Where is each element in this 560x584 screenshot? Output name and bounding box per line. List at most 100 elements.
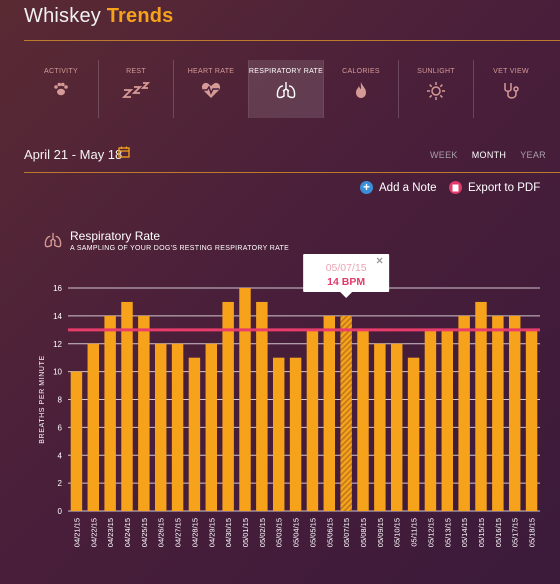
x-tick-label: 04/24/15 xyxy=(123,518,132,547)
bar[interactable] xyxy=(138,315,150,511)
bar[interactable] xyxy=(424,329,437,511)
x-tick-label: 04/21/15 xyxy=(72,518,81,547)
bar[interactable] xyxy=(441,329,454,511)
tab-divider xyxy=(173,60,174,118)
view-year[interactable]: YEAR xyxy=(520,150,546,160)
bar[interactable] xyxy=(492,315,504,511)
export-pdf-button[interactable]: Export to PDF xyxy=(449,181,540,194)
bar[interactable] xyxy=(458,315,470,511)
bar[interactable] xyxy=(289,357,302,511)
tab-label: ACTIVITY xyxy=(44,68,78,75)
tab-sunlight[interactable]: SUNLIGHT xyxy=(399,60,473,118)
tab-vet-view[interactable]: VET VIEW xyxy=(474,60,548,118)
bar[interactable] xyxy=(475,301,487,511)
bar[interactable] xyxy=(70,371,83,511)
x-tick-label: 05/17/15 xyxy=(511,518,520,547)
x-tick-label: 05/16/15 xyxy=(494,518,503,547)
add-note-button[interactable]: + Add a Note xyxy=(360,181,437,194)
toolbar-divider xyxy=(24,172,560,173)
bar[interactable] xyxy=(508,315,521,511)
tooltip xyxy=(303,254,390,292)
x-tick-label: 05/13/15 xyxy=(443,518,452,547)
tab-divider xyxy=(398,60,399,118)
tab-label: SUNLIGHT xyxy=(417,68,455,75)
x-tick-label: 05/01/15 xyxy=(241,518,250,547)
y-tick-label: 12 xyxy=(53,340,62,349)
bar[interactable] xyxy=(171,343,184,511)
tab-respiratory-rate[interactable]: RESPIRATORY RATE xyxy=(249,60,323,118)
bar[interactable] xyxy=(390,343,403,511)
x-tick-label: 04/28/15 xyxy=(190,518,199,547)
flame-icon xyxy=(356,82,366,98)
sun-icon xyxy=(427,82,445,100)
tab-divider xyxy=(248,60,249,118)
page-title: Trends xyxy=(106,5,174,27)
bar[interactable] xyxy=(87,343,100,511)
bar[interactable] xyxy=(239,288,251,511)
x-tick-label: 05/14/15 xyxy=(460,518,469,547)
view-week[interactable]: WEEK xyxy=(430,150,458,160)
x-tick-label: 04/26/15 xyxy=(157,518,166,547)
x-tick-label: 04/27/15 xyxy=(174,518,183,547)
bar[interactable] xyxy=(374,343,386,511)
close-icon[interactable] xyxy=(376,257,383,264)
tooltip-date: 05/07/15 xyxy=(326,262,367,274)
y-tick-label: 6 xyxy=(58,423,63,432)
y-tick-label: 8 xyxy=(58,396,63,405)
view-month[interactable]: MONTH xyxy=(471,150,507,160)
tab-label: CALORIES xyxy=(342,68,380,75)
paw-icon xyxy=(54,82,68,96)
bar[interactable] xyxy=(323,315,336,511)
x-tick-label: 05/03/15 xyxy=(275,518,284,547)
header-divider xyxy=(24,40,560,41)
chart-title: Respiratory Rate xyxy=(70,229,161,243)
tab-label: VET VIEW xyxy=(493,68,529,75)
view-toggle: WEEK MONTH YEAR xyxy=(430,150,546,160)
heart-rate-icon xyxy=(201,82,221,98)
pdf-icon xyxy=(449,181,462,194)
tab-divider xyxy=(98,60,99,118)
lungs-icon xyxy=(44,232,62,248)
bar[interactable] xyxy=(121,301,133,511)
bar[interactable] xyxy=(357,329,369,511)
y-tick-label: 4 xyxy=(58,451,63,460)
bar[interactable] xyxy=(154,343,167,511)
tab-label: RESPIRATORY RATE xyxy=(248,68,324,75)
bar[interactable] xyxy=(340,315,352,511)
y-tick-label: 16 xyxy=(53,284,62,293)
bar[interactable] xyxy=(272,357,285,511)
tab-divider xyxy=(323,60,324,118)
plus-icon: + xyxy=(360,181,373,194)
lungs-icon xyxy=(276,82,296,99)
tab-activity[interactable]: ACTIVITY xyxy=(24,60,98,118)
bar[interactable] xyxy=(188,357,201,511)
export-pdf-label: Export to PDF xyxy=(468,181,541,194)
tooltip-value: 14 BPM xyxy=(327,276,365,288)
bar[interactable] xyxy=(205,343,218,511)
tab-divider xyxy=(473,60,474,118)
calendar-icon[interactable] xyxy=(118,146,130,158)
x-tick-label: 05/12/15 xyxy=(426,518,435,547)
tab-label: HEART RATE xyxy=(187,68,235,75)
x-tick-label: 05/08/15 xyxy=(359,518,368,547)
tab-rest[interactable]: REST xyxy=(99,60,173,118)
x-tick-label: 05/18/15 xyxy=(528,518,537,547)
x-tick-label: 04/30/15 xyxy=(224,518,233,547)
tab-heart-rate[interactable]: HEART RATE xyxy=(174,60,248,118)
x-tick-label: 05/07/15 xyxy=(342,518,351,547)
x-tick-label: 05/09/15 xyxy=(376,518,385,547)
bar[interactable] xyxy=(306,329,319,511)
dog-name: Whiskey xyxy=(24,5,101,27)
bar[interactable] xyxy=(104,315,116,511)
bar[interactable] xyxy=(222,301,234,511)
y-tick-label: 14 xyxy=(53,312,62,321)
x-tick-label: 05/02/15 xyxy=(258,518,267,547)
x-tick-label: 04/23/15 xyxy=(106,518,115,547)
bar[interactable] xyxy=(256,301,268,511)
x-tick-label: 05/11/15 xyxy=(410,518,419,547)
bar[interactable] xyxy=(407,357,420,511)
tab-calories[interactable]: CALORIES xyxy=(324,60,398,118)
y-tick-label: 0 xyxy=(58,507,63,516)
bar[interactable] xyxy=(525,329,538,511)
y-tick-label: 2 xyxy=(58,479,63,488)
